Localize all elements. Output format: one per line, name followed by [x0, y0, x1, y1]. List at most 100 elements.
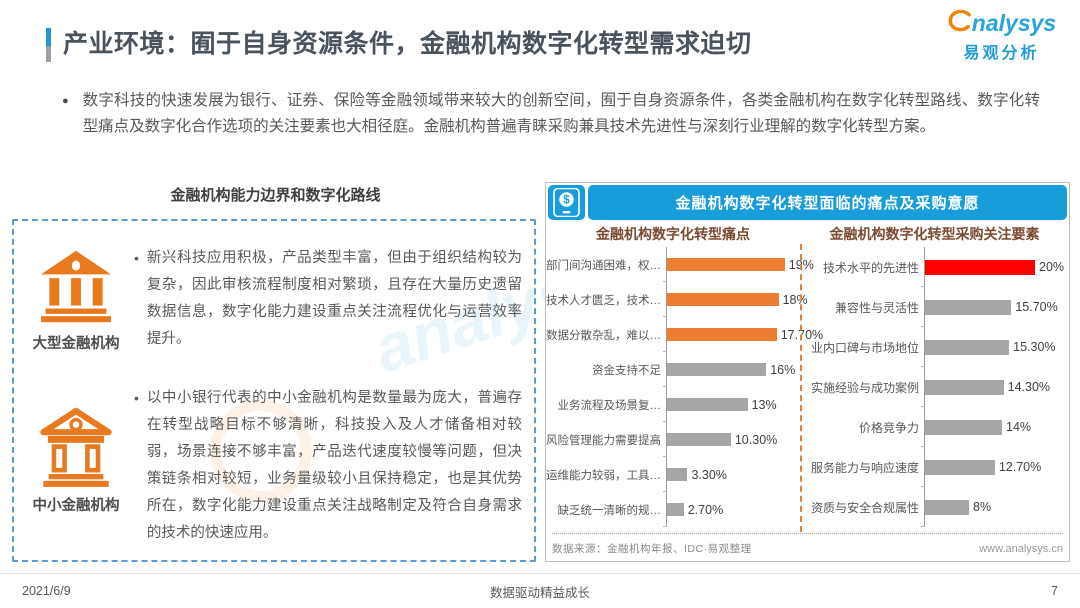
- group-label: 中小金融机构: [32, 498, 120, 514]
- bar: [925, 419, 1002, 435]
- chart-row: 实施经验与成功案例 14.30%: [800, 367, 1069, 407]
- bar-value-label: 15.70%: [1015, 300, 1058, 314]
- chart-row: 风险管理能力需要提高 10.30%: [546, 422, 800, 457]
- bar-track: 13%: [663, 387, 800, 422]
- bar-category-label: 服务能力与响应速度: [810, 460, 919, 475]
- bar-category-label: 技术水平的先进性: [822, 260, 919, 275]
- group-large-institutions: 大型金融机构 • 新兴科技应用积极，产品类型丰富，但由于组织结构较为复杂，因此审…: [14, 245, 534, 353]
- bar-category-label: 数据分散杂乱，难以…: [546, 329, 661, 342]
- intro-paragraph: ● 数字科技的快速发展为银行、证券、保险等金融领域带来较大的创新空间，囿于自身资…: [62, 88, 1040, 140]
- logo-swoosh-icon: [947, 8, 972, 38]
- bar-category-label: 资金支持不足: [592, 364, 661, 377]
- chart-row: 业内口碑与市场地位 15.30%: [800, 327, 1069, 367]
- bar-track: 8%: [921, 487, 1069, 527]
- bar: [925, 499, 969, 515]
- right-panel-title: 金融机构数字化转型面临的痛点及采购意愿: [588, 185, 1067, 220]
- bar-category-label: 部门间沟通困难，权…: [546, 259, 661, 272]
- footer-date: 2021/6/9: [22, 584, 71, 598]
- bar-track: 3.30%: [663, 457, 800, 492]
- bar-category-label: 业务流程及场景复…: [557, 399, 662, 412]
- bullet-dot-icon: ●: [62, 95, 69, 107]
- bar-track: 2.70%: [663, 492, 800, 527]
- group-icon-column: 中小金融机构: [24, 385, 128, 547]
- left-section-title: 金融机构能力边界和数字化路线: [170, 187, 381, 204]
- chart-row: 资质与安全合规属性 8%: [800, 487, 1069, 527]
- bar-category-label: 技术人才匮乏，技术…: [546, 294, 661, 307]
- bar-value-label: 16%: [770, 362, 796, 377]
- bar-value-label: 8%: [973, 500, 992, 514]
- purchase-factors-chart: 金融机构数字化转型采购关注要素 技术水平的先进性 20% 兼容性与灵活性 15.70%…: [800, 224, 1069, 527]
- bar-track: 18%: [663, 282, 808, 317]
- bar-track: 15.30%: [921, 327, 1069, 367]
- bar-track: 10.30%: [663, 422, 800, 457]
- bar: [925, 459, 995, 475]
- logo-wordmark: nalysys: [939, 8, 1064, 38]
- bar-track: 14%: [921, 407, 1069, 447]
- bank-large-icon: [41, 250, 111, 323]
- source-row: 数据来源：金融机构年报、IDC·易观整理 www.analysys.cn: [552, 533, 1063, 556]
- bar: [667, 258, 785, 271]
- right-panel-header: $ 金融机构数字化转型面临的痛点及采购意愿: [548, 185, 1067, 220]
- bar-track: 16%: [663, 352, 800, 387]
- website-link[interactable]: www.analysys.cn: [979, 542, 1063, 555]
- bar-value-label: 13%: [751, 397, 777, 412]
- bar: [667, 398, 748, 411]
- bar-track: 19%: [663, 247, 814, 282]
- bar: [925, 299, 1012, 315]
- bar: [667, 433, 731, 446]
- chart-row: 缺乏统一清晰的规… 2.70%: [546, 492, 800, 527]
- chart-title: 金融机构数字化转型采购关注要素: [829, 226, 1040, 242]
- mobile-payment-icon: $: [548, 185, 585, 220]
- bar: [667, 503, 684, 516]
- bar-category-label: 风险管理能力需要提高: [546, 434, 661, 447]
- svg-text:$: $: [563, 195, 570, 207]
- group-icon-column: 大型金融机构: [24, 245, 128, 353]
- bar-category-label: 资质与安全合规属性: [810, 500, 919, 515]
- bar: [667, 363, 767, 376]
- bar-value-label: 12.70%: [998, 460, 1042, 474]
- logo-cn-text: 易观分析: [963, 45, 1040, 62]
- bar-value-label: 3.30%: [691, 467, 727, 482]
- pain-points-chart: 金融机构数字化转型痛点 部门间沟通困难，权… 19% 技术人才匮乏，技术… 18% 数据…: [546, 224, 823, 527]
- charts-area: 金融机构数字化转型痛点 部门间沟通困难，权… 19% 技术人才匮乏，技术… 18% 数据…: [546, 224, 1069, 532]
- chart-row: 部门间沟通困难，权… 19%: [546, 247, 814, 282]
- bar-track: 20%: [921, 247, 1069, 287]
- left-panel: 大型金融机构 • 新兴科技应用积极，产品类型丰富，但由于组织结构较为复杂，因此审…: [12, 219, 536, 562]
- bar-track: 12.70%: [921, 447, 1069, 487]
- chart-rows: 部门间沟通困难，权… 19% 技术人才匮乏，技术… 18% 数据分散杂乱，难以… 17.7…: [546, 247, 823, 527]
- footer: 数据驱动精益成长 2021/6/9 7: [0, 573, 1080, 608]
- page-number: 7: [1051, 584, 1058, 598]
- bar-category-label: 运维能力较弱，工具…: [546, 469, 661, 482]
- bar-category-label: 价格竞争力: [858, 420, 919, 435]
- bar: [667, 468, 688, 481]
- bar: [667, 328, 777, 341]
- page-title: 产业环境：囿于自身资源条件，金融机构数字化转型需求迫切: [63, 30, 752, 58]
- chart-row: 数据分散杂乱，难以… 17.70%: [546, 317, 823, 352]
- group-small-institutions: 中小金融机构 • 以中小银行代表的中小金融机构是数量最为庞大，普遍存在转型战略目…: [14, 385, 534, 547]
- bar-value-label: 14.30%: [1007, 380, 1051, 394]
- bar: [925, 379, 1004, 395]
- chart-row: 技术水平的先进性 20%: [800, 247, 1069, 287]
- chart-title: 金融机构数字化转型痛点: [596, 226, 750, 242]
- bar: [925, 339, 1010, 355]
- chart-row: 资金支持不足 16%: [546, 352, 800, 387]
- chart-rows: 技术水平的先进性 20% 兼容性与灵活性 15.70% 业内口碑与市场地位 15.30% 实…: [800, 247, 1069, 527]
- chart-row: 运维能力较弱，工具… 3.30%: [546, 457, 800, 492]
- bank-small-icon: [40, 407, 112, 487]
- chart-row: 兼容性与灵活性 15.70%: [800, 287, 1069, 327]
- bar-category-label: 业内口碑与市场地位: [810, 340, 919, 355]
- bar-track: 15.70%: [921, 287, 1069, 327]
- bar-value-label: 15.30%: [1013, 340, 1056, 354]
- group-text: • 新兴科技应用积极，产品类型丰富，但由于组织结构较为复杂，因此审核流程制度相对…: [134, 245, 522, 353]
- title-accent-bar: [46, 28, 51, 62]
- bar-category-label: 实施经验与成功案例: [810, 380, 919, 395]
- bar-value-label: 18%: [782, 292, 808, 307]
- data-source-text: 数据来源：金融机构年报、IDC·易观整理: [552, 543, 752, 555]
- bar-category-label: 兼容性与灵活性: [834, 300, 919, 315]
- bar-track: 14.30%: [921, 367, 1069, 407]
- bar: [667, 293, 779, 306]
- chart-divider: [800, 244, 802, 532]
- group-label: 大型金融机构: [32, 336, 120, 352]
- bar-value-label: 10.30%: [734, 432, 778, 447]
